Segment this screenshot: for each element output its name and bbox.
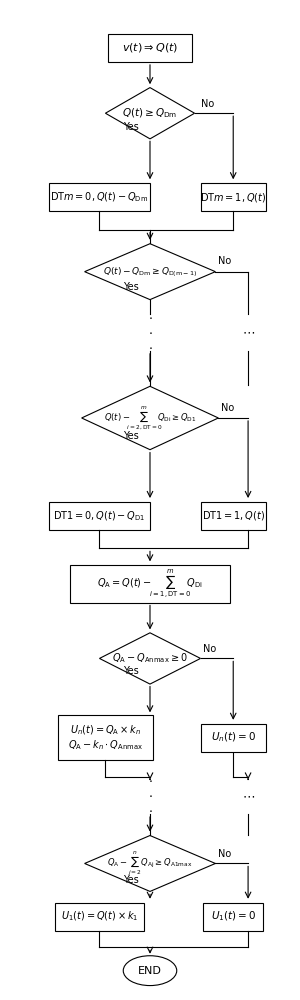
Text: Yes: Yes (123, 282, 139, 292)
Text: No: No (221, 403, 235, 413)
Polygon shape (82, 386, 218, 450)
FancyBboxPatch shape (55, 903, 144, 931)
Text: $\mathrm{DT1}=0, Q(t)-Q_{\mathrm{D1}}$: $\mathrm{DT1}=0, Q(t)-Q_{\mathrm{D1}}$ (53, 509, 146, 523)
Text: $Q(t)-Q_{\mathrm{Dm}} \geq Q_{\mathrm{D(m-1)}}$: $Q(t)-Q_{\mathrm{Dm}} \geq Q_{\mathrm{D(… (103, 265, 197, 279)
FancyBboxPatch shape (49, 502, 150, 530)
Text: $U_n(t)=Q_{\mathrm{A}} \times k_n$
$Q_{\mathrm{A}}-k_n \cdot Q_{\mathrm{Anmax}}$: $U_n(t)=Q_{\mathrm{A}} \times k_n$ $Q_{\… (68, 723, 143, 752)
Text: Yes: Yes (123, 431, 139, 441)
Text: No: No (218, 256, 232, 266)
Polygon shape (100, 633, 200, 684)
Text: Yes: Yes (123, 875, 139, 885)
Polygon shape (105, 88, 195, 139)
Text: END: END (138, 966, 162, 976)
Text: $Q(t) \geq Q_{\mathrm{Dm}}$: $Q(t) \geq Q_{\mathrm{Dm}}$ (122, 106, 178, 120)
Text: $U_n(t)=0$: $U_n(t)=0$ (211, 731, 256, 744)
FancyBboxPatch shape (200, 724, 266, 752)
Ellipse shape (123, 956, 177, 986)
FancyBboxPatch shape (70, 565, 230, 603)
Text: $\mathrm{DT}m=0, Q(t)-Q_{\mathrm{Dm}}$: $\mathrm{DT}m=0, Q(t)-Q_{\mathrm{Dm}}$ (50, 190, 148, 204)
Text: $\cdot$
$\cdot$
$\cdot$: $\cdot$ $\cdot$ $\cdot$ (148, 311, 152, 354)
Text: $\cdots$: $\cdots$ (242, 789, 255, 802)
FancyBboxPatch shape (49, 183, 150, 211)
Text: $\mathrm{DT}m=1, Q(t)$: $\mathrm{DT}m=1, Q(t)$ (200, 191, 266, 204)
FancyBboxPatch shape (108, 34, 192, 62)
Text: No: No (203, 644, 217, 654)
FancyBboxPatch shape (200, 183, 266, 211)
Text: No: No (218, 849, 232, 859)
FancyBboxPatch shape (200, 502, 266, 530)
Text: $Q(t)-\!\!\!\sum_{i=2,\mathrm{DT}=0}^{m}\!\!\! Q_{\mathrm{Di}} \geq Q_{\mathrm{D: $Q(t)-\!\!\!\sum_{i=2,\mathrm{DT}=0}^{m}… (104, 404, 196, 432)
Text: $U_1(t)=Q(t) \times k_1$: $U_1(t)=Q(t) \times k_1$ (61, 910, 138, 923)
Text: $Q_{\mathrm{A}}=Q(t)-\!\!\sum_{i=1,\mathrm{DT}=0}^{m}\!\! Q_{\mathrm{Di}}$: $Q_{\mathrm{A}}=Q(t)-\!\!\sum_{i=1,\math… (97, 568, 203, 600)
Text: $\mathrm{DT1}=1, Q(t)$: $\mathrm{DT1}=1, Q(t)$ (202, 509, 265, 522)
Text: Yes: Yes (123, 666, 139, 676)
Text: $Q_{\mathrm{A}}-\sum_{j=2}^{n}Q_{\mathrm{Aj}} \geq Q_{\mathrm{A1max}}$: $Q_{\mathrm{A}}-\sum_{j=2}^{n}Q_{\mathrm… (107, 849, 193, 878)
Text: $Q_{\mathrm{A}}-Q_{\mathrm{Anmax}} \geq 0$: $Q_{\mathrm{A}}-Q_{\mathrm{Anmax}} \geq … (112, 652, 188, 665)
Text: Yes: Yes (123, 122, 139, 132)
FancyBboxPatch shape (58, 715, 153, 760)
Text: No: No (200, 99, 214, 109)
Text: $\cdot$
$\cdot$
$\cdot$: $\cdot$ $\cdot$ $\cdot$ (148, 774, 152, 817)
Polygon shape (85, 244, 215, 300)
Polygon shape (85, 836, 215, 891)
Text: $U_1(t)=0$: $U_1(t)=0$ (211, 910, 256, 923)
FancyBboxPatch shape (203, 903, 263, 931)
Text: $\cdots$: $\cdots$ (242, 326, 255, 339)
Text: $v(t) \Rightarrow Q(t)$: $v(t) \Rightarrow Q(t)$ (122, 41, 178, 54)
